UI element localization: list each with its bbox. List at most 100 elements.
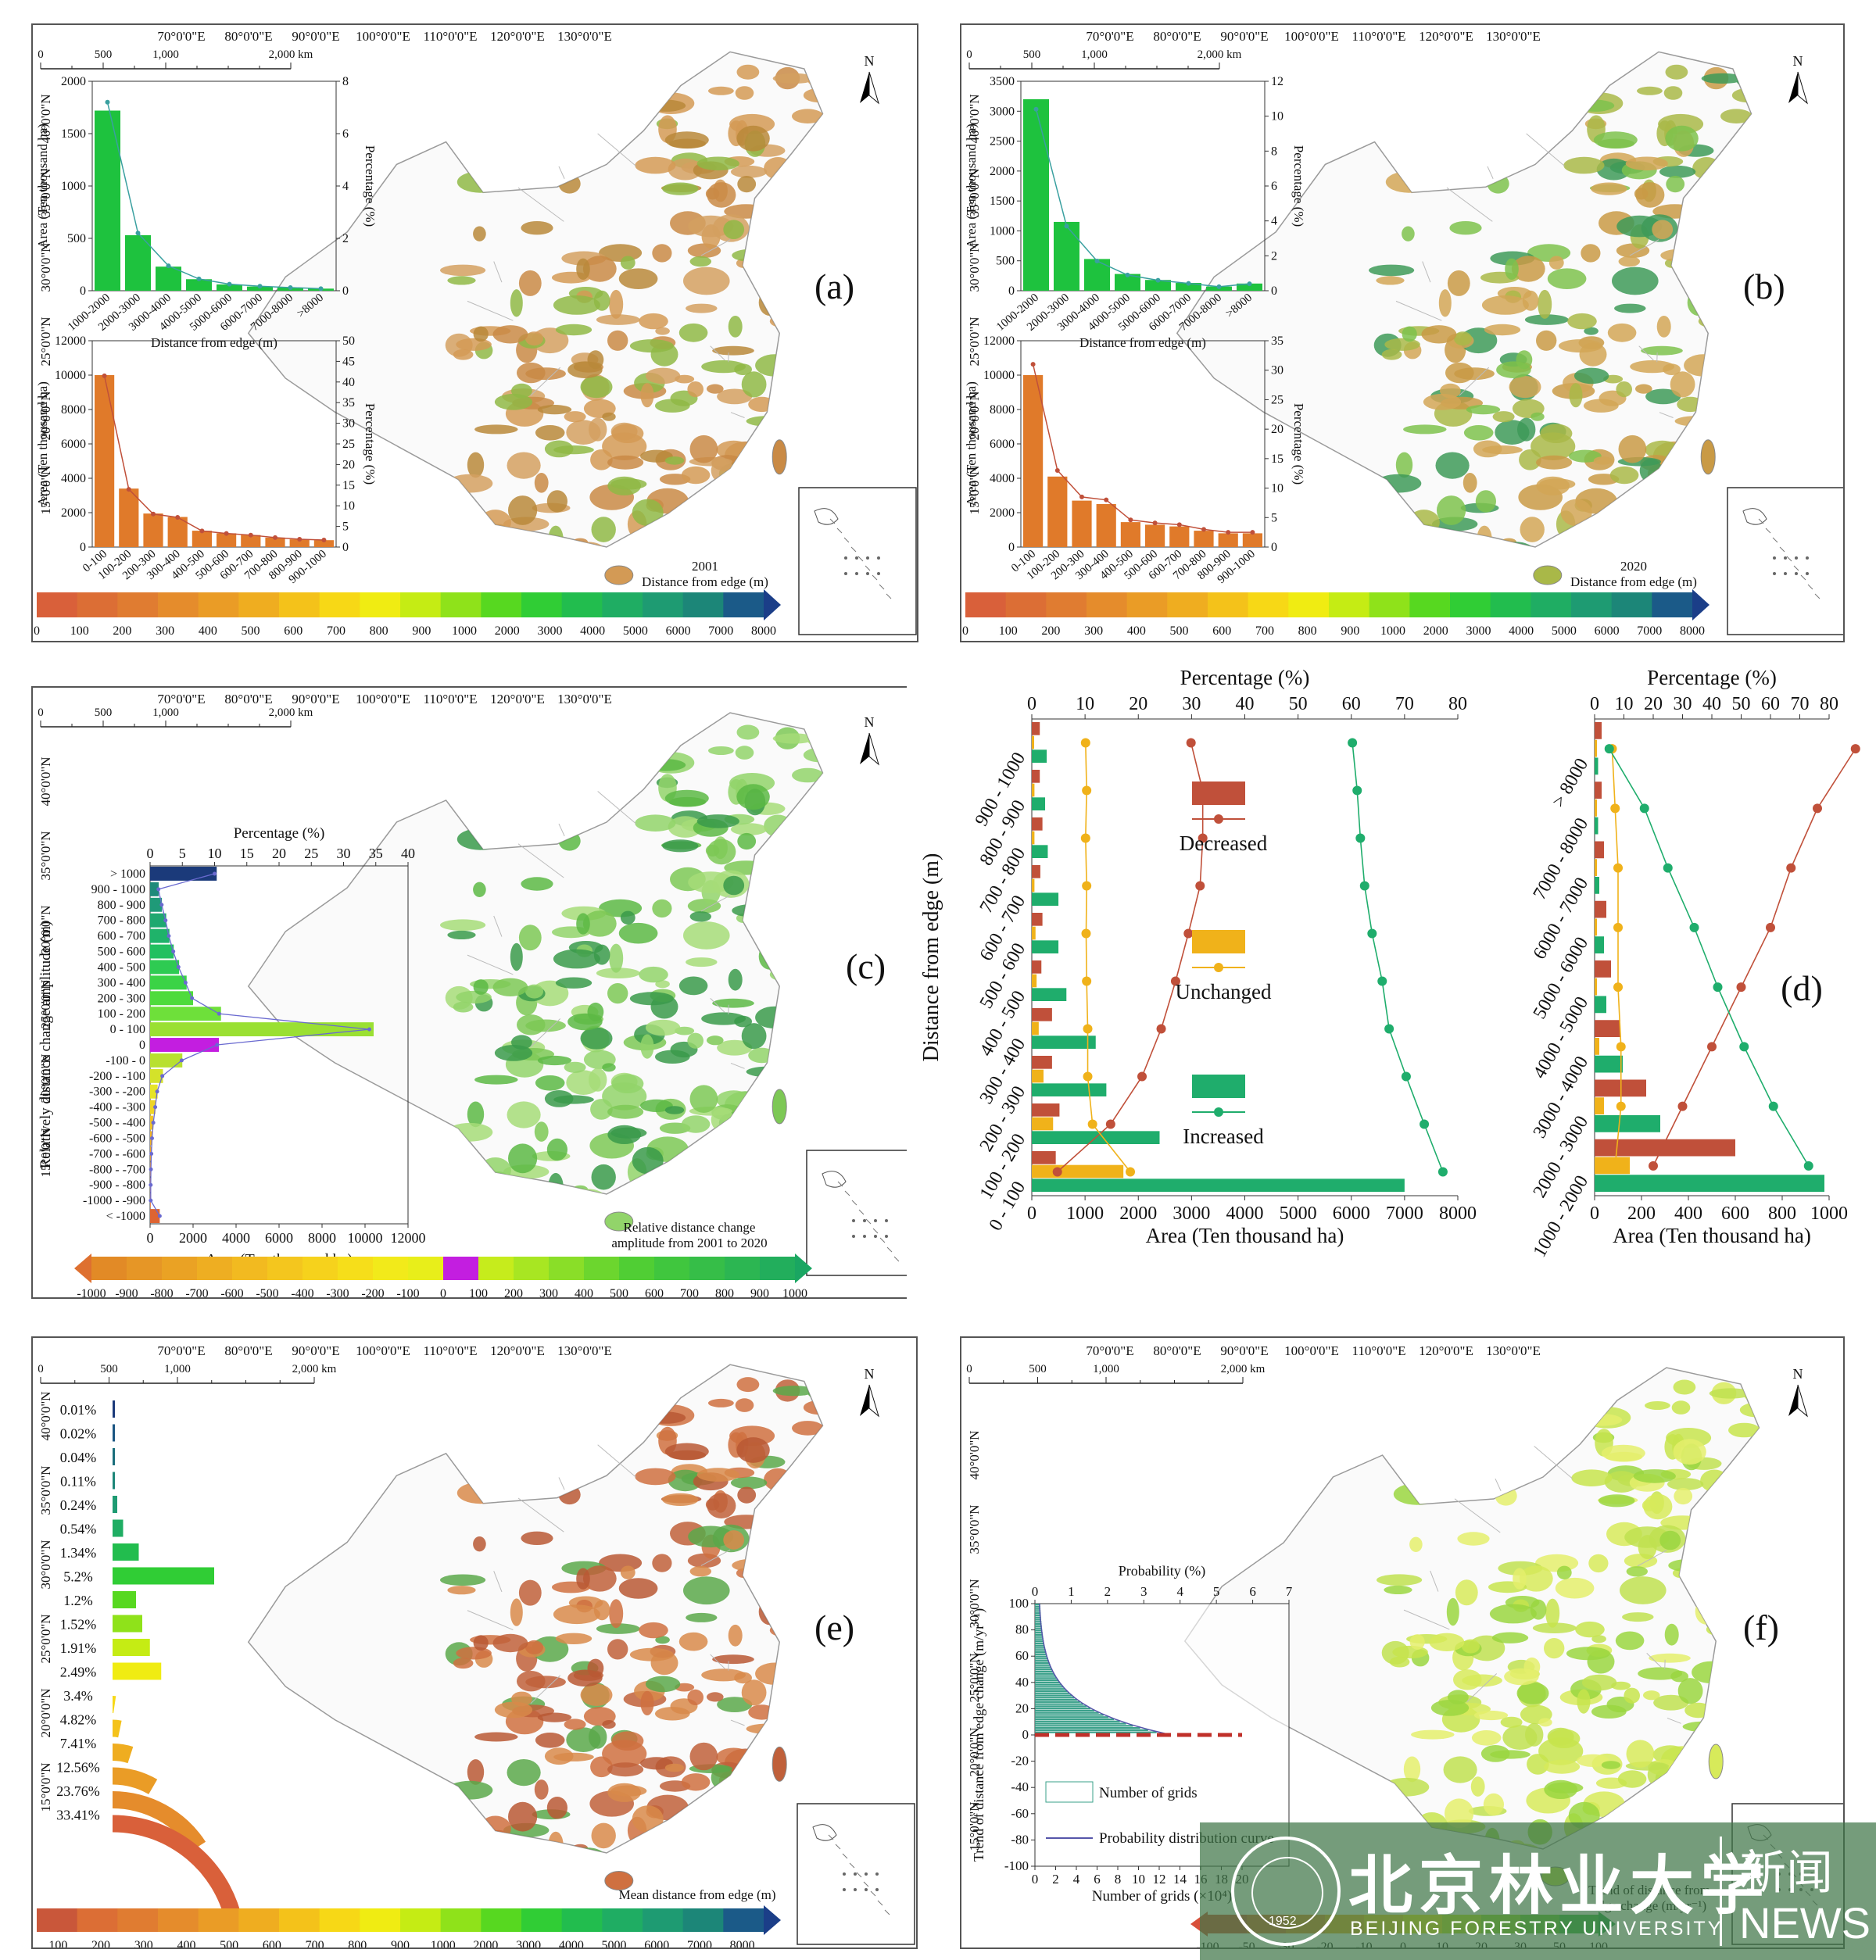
north-arrow-icon-half	[868, 732, 879, 766]
province-boundary	[467, 954, 514, 975]
x2-tick-label: 5	[179, 846, 186, 861]
forest-patch	[764, 814, 793, 838]
longitude-label: 130°0'0"E	[557, 1343, 612, 1358]
forest-patch	[776, 385, 811, 402]
forest-patch	[618, 922, 658, 944]
y-tick-label: 6000	[990, 438, 1015, 451]
percent-point-increased	[1367, 928, 1377, 939]
latitude-label: 20°0'0"N	[967, 1727, 982, 1776]
bar	[150, 991, 193, 1006]
bar-increased	[1032, 892, 1059, 906]
percentage-point	[257, 284, 263, 289]
forest-patch	[507, 452, 541, 479]
legend-tick: -1000	[77, 1287, 106, 1297]
forest-patch	[1677, 1678, 1703, 1704]
forest-patch	[640, 1690, 654, 1715]
latitude-label: 35°0'0"N	[38, 168, 53, 217]
forest-patch	[813, 194, 823, 219]
forest-patch	[609, 289, 624, 319]
forest-patch	[646, 99, 686, 112]
forest-patch	[640, 1099, 673, 1112]
forest-patch	[555, 1633, 593, 1644]
forest-patch	[712, 345, 754, 356]
forest-patch	[535, 425, 565, 441]
legend-tick: 800	[1298, 624, 1317, 638]
north-label: N	[1793, 1366, 1803, 1382]
percent-point-increased	[1639, 803, 1649, 814]
forest-patch	[712, 998, 754, 1008]
forest-patch	[1548, 256, 1564, 270]
legend-swatch	[127, 1257, 163, 1280]
y2-tick-label: 4	[342, 180, 349, 193]
forest-patch	[1713, 435, 1739, 460]
forest-patch	[746, 416, 788, 427]
forest-patch	[1516, 1682, 1549, 1704]
forest-patch	[645, 1375, 664, 1387]
forest-patch	[811, 824, 823, 833]
legend-swatch	[1126, 592, 1168, 617]
forest-patch	[1626, 1566, 1648, 1577]
forest-patch	[646, 759, 686, 771]
longitude-label: 120°0'0"E	[490, 692, 545, 706]
forest-patch	[646, 537, 669, 547]
scale-label: 500	[95, 48, 113, 61]
bar	[150, 960, 180, 975]
forest-patch	[1525, 1722, 1544, 1747]
longitude-label: 80°0'0"E	[1153, 1343, 1201, 1358]
x2-tick-label: 20	[272, 846, 286, 861]
forest-patch	[1384, 338, 1420, 351]
forest-patch	[1643, 1690, 1660, 1701]
forest-patch	[546, 490, 568, 513]
percentage-point	[159, 903, 164, 907]
forest-patch	[1584, 327, 1599, 335]
forest-patch	[735, 86, 754, 100]
percentage-point	[155, 1089, 159, 1094]
forest-patch	[456, 828, 504, 850]
forest-patch	[1740, 151, 1752, 164]
nine-dash-line	[857, 556, 864, 562]
x2-tick-label: 3	[1140, 1584, 1147, 1599]
percent-point-decreased	[1186, 738, 1196, 748]
percentage-line	[103, 375, 324, 541]
legend-swatch	[117, 1908, 159, 1932]
forest-patch	[1517, 417, 1536, 442]
forest-patch	[1519, 1565, 1553, 1592]
legend-tick: 500	[610, 1287, 628, 1297]
y2-tick-label: 5	[342, 520, 349, 534]
y-axis-title: Area (Ten thousand ha)	[964, 381, 979, 506]
province-boundary	[1646, 1653, 1662, 1668]
forest-patch	[455, 1385, 484, 1397]
taiwan-island	[772, 439, 787, 475]
forest-patch	[782, 385, 817, 405]
forest-patch	[686, 303, 718, 313]
forest-patch	[606, 1415, 628, 1435]
province-boundary	[700, 895, 731, 912]
percent-point-unchanged	[1616, 1101, 1626, 1111]
nine-dash-line	[829, 518, 836, 524]
forest-patch	[1715, 1704, 1738, 1717]
legend-swatch	[1046, 592, 1087, 617]
y2-tick-label: 15	[342, 479, 355, 492]
forest-patch	[741, 1679, 767, 1706]
legend-tick: 7000	[687, 1939, 712, 1947]
forest-patch	[800, 448, 823, 470]
bar	[167, 517, 188, 547]
forest-patch	[1614, 303, 1646, 313]
forest-patch	[568, 542, 606, 547]
forest-patch	[494, 1701, 533, 1719]
forest-patch	[474, 424, 518, 435]
forest-patch	[1388, 1393, 1408, 1406]
x-tick-label: 200	[1627, 1204, 1656, 1224]
legend-swatch	[514, 1257, 550, 1280]
forest-patch	[1593, 131, 1638, 148]
legend-tick: 500	[242, 624, 260, 638]
forest-patch	[678, 323, 708, 342]
legend-swatch	[238, 592, 280, 617]
forest-patch	[790, 971, 821, 991]
forest-patch	[687, 381, 704, 398]
scale-label: 1,000	[152, 48, 179, 61]
forest-patch	[473, 1635, 489, 1651]
forest-patch	[1617, 1770, 1647, 1788]
legend-swatch	[37, 1908, 78, 1932]
forest-patch	[1483, 120, 1523, 149]
